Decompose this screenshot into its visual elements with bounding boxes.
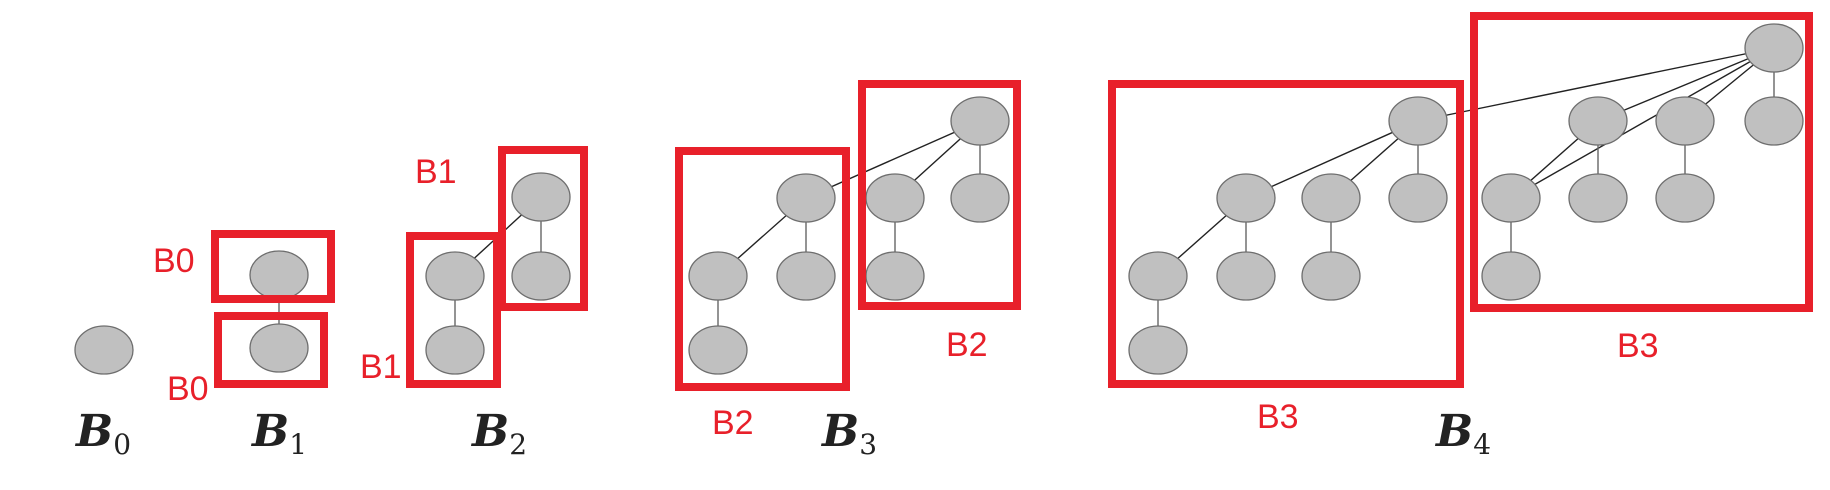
- node: [1388, 96, 1448, 146]
- tree-b3: [675, 80, 1021, 391]
- box-label-b4-right: B3: [1617, 327, 1659, 365]
- node: [74, 325, 134, 375]
- edge: [1597, 47, 1775, 122]
- edge: [805, 120, 981, 199]
- node: [511, 251, 571, 301]
- node: [950, 173, 1010, 223]
- node: [249, 250, 309, 300]
- node: [425, 251, 485, 301]
- node: [950, 96, 1010, 146]
- highlight-box-b3-left: [675, 147, 850, 391]
- node: [1301, 173, 1361, 223]
- tree-label-b3: B3: [820, 406, 877, 461]
- node: [1568, 96, 1628, 146]
- tree-label-sub: 1: [289, 428, 307, 461]
- tree-label-b1: B1: [250, 406, 307, 461]
- box-label-b3-left: B2: [712, 404, 754, 442]
- node: [249, 323, 309, 373]
- tree-label-b4: B4: [1434, 406, 1491, 461]
- node: [1388, 173, 1448, 223]
- tree-b4: [1108, 12, 1813, 388]
- tree-label-b2: B2: [470, 406, 527, 461]
- highlight-box-b2-top: [498, 146, 588, 311]
- highlight-box-b4-left: [1108, 80, 1464, 388]
- node: [865, 173, 925, 223]
- tree-b1: [211, 230, 335, 388]
- node: [1216, 173, 1276, 223]
- highlight-box-b1-bottom: [214, 312, 328, 388]
- tree-label-base: B: [250, 406, 289, 457]
- node: [776, 173, 836, 223]
- node: [1481, 173, 1541, 223]
- box-label-b2-top: B1: [415, 153, 457, 191]
- node: [1481, 251, 1541, 301]
- node: [1128, 251, 1188, 301]
- node: [776, 251, 836, 301]
- node: [688, 325, 748, 375]
- tree-label-base: B: [820, 406, 859, 457]
- box-label-b1-bottom: B0: [167, 370, 209, 408]
- box-label-b1-top: B0: [153, 242, 195, 280]
- edge: [1510, 47, 1775, 199]
- box-label-b3-right: B2: [946, 326, 988, 364]
- node: [511, 172, 571, 222]
- node: [688, 251, 748, 301]
- node: [1568, 173, 1628, 223]
- node: [1216, 251, 1276, 301]
- highlight-box-b3-right: [858, 80, 1021, 310]
- node: [1301, 251, 1361, 301]
- tree-label-base: B: [470, 406, 509, 457]
- tree-b2: [406, 146, 588, 388]
- box-label-b2-bottom: B1: [360, 348, 402, 386]
- tree-label-sub: 2: [509, 428, 527, 461]
- highlight-box-b1-top: [211, 230, 335, 303]
- box-label-b4-left: B3: [1257, 398, 1299, 436]
- node: [865, 251, 925, 301]
- tree-label-sub: 3: [859, 428, 877, 461]
- tree-label-base: B: [74, 406, 113, 457]
- node: [1655, 173, 1715, 223]
- tree-label-base: B: [1434, 406, 1473, 457]
- node: [1744, 23, 1804, 73]
- tree-label-b0: B0: [74, 406, 131, 461]
- tree-b0: [74, 325, 134, 375]
- node: [1655, 96, 1715, 146]
- node: [425, 325, 485, 375]
- highlight-box-b4-right: [1470, 12, 1813, 312]
- node: [1744, 96, 1804, 146]
- edge: [1245, 120, 1419, 199]
- node: [1128, 325, 1188, 375]
- highlight-box-b2-bottom: [406, 232, 501, 388]
- tree-label-sub: 0: [113, 428, 131, 461]
- tree-label-sub: 4: [1473, 428, 1491, 461]
